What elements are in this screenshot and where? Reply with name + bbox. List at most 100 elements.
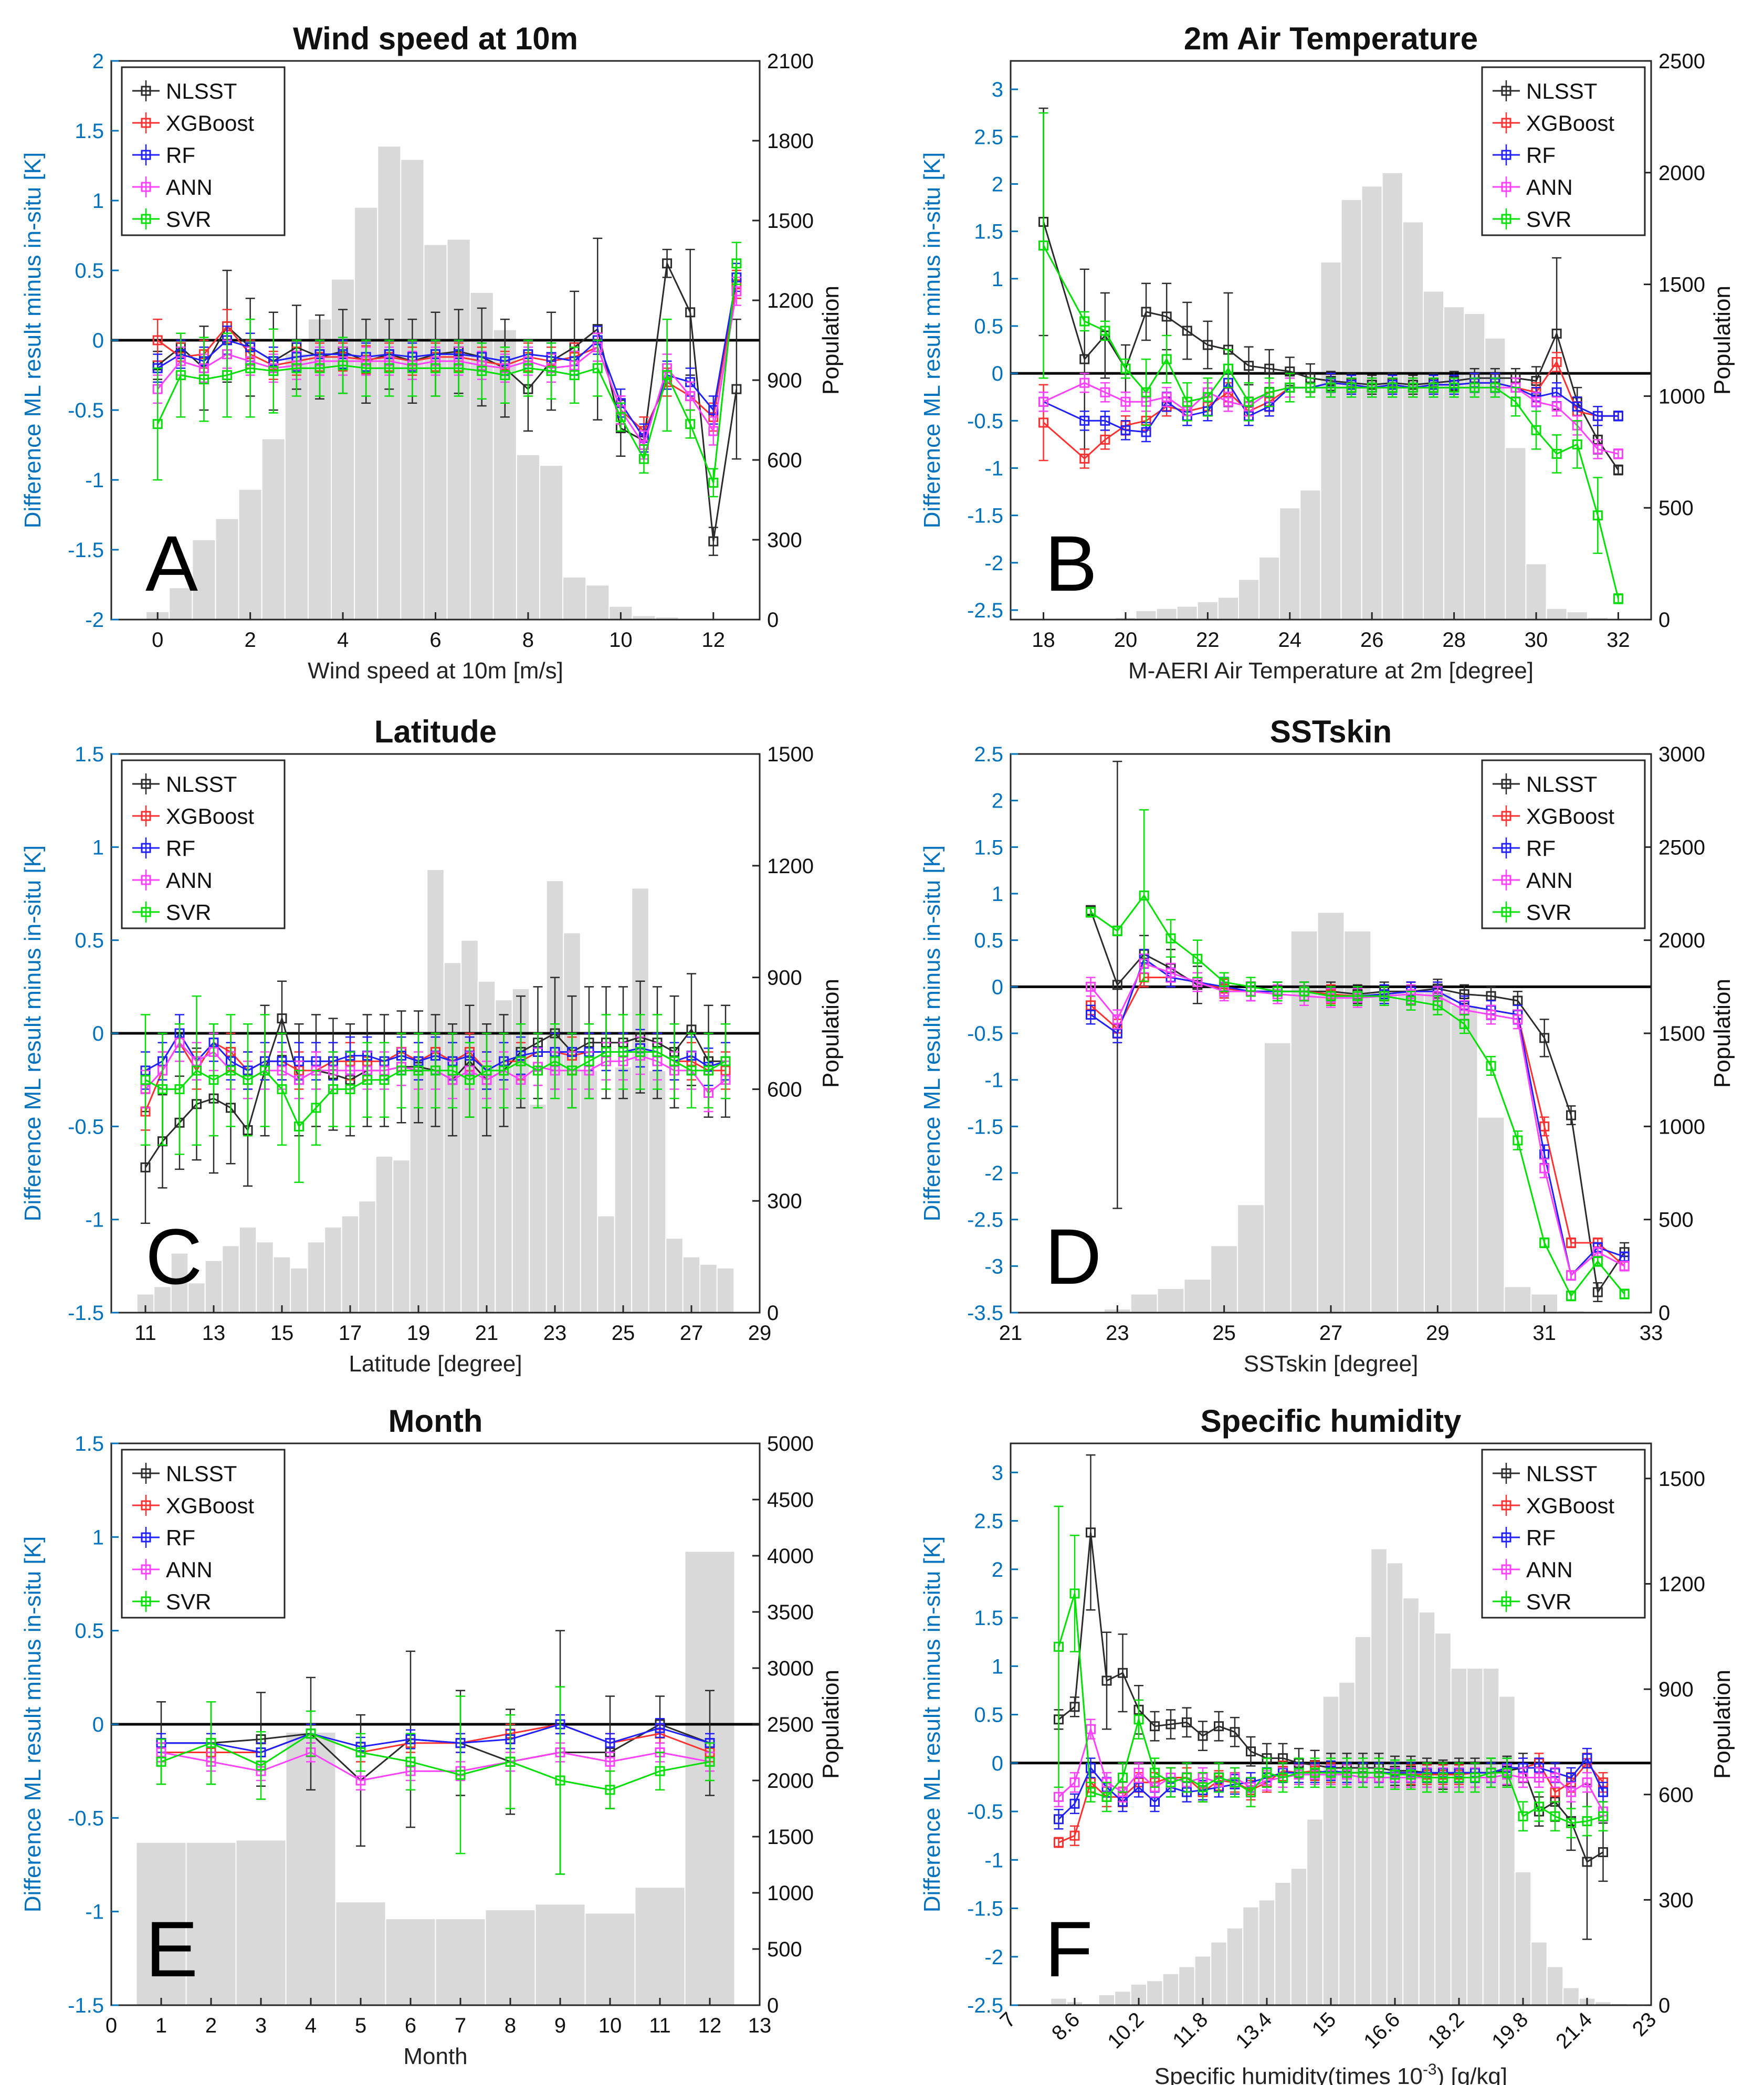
population-bar <box>222 1245 240 1313</box>
data-point <box>222 370 233 380</box>
legend-label: NLSST <box>1526 79 1597 103</box>
y2-axis-label: Population <box>818 286 844 395</box>
legend: NLSST XGBoost RF ANN SVR <box>1481 66 1646 236</box>
population-bar <box>1237 1204 1265 1313</box>
data-point <box>1613 593 1623 604</box>
error-bar <box>731 318 741 460</box>
data-point <box>1326 382 1336 393</box>
error-bar <box>639 444 649 474</box>
x-axis-label: Latitude [degree] <box>349 1351 522 1377</box>
y-tick-label: 1.5 <box>75 120 104 143</box>
data-point <box>1502 1767 1512 1778</box>
error-bar <box>1593 439 1603 459</box>
x-tick-label: 32 <box>1606 628 1630 652</box>
y-tick-label: 3 <box>992 1461 1003 1484</box>
legend-marker <box>1501 811 1511 821</box>
error-bar <box>655 1718 665 1738</box>
error-bar <box>260 1014 270 1127</box>
population-bar <box>529 1103 547 1313</box>
error-bar <box>1429 377 1438 398</box>
data-point <box>1367 382 1377 393</box>
data-point <box>1038 396 1049 407</box>
legend-marker <box>1501 1596 1511 1607</box>
data-point <box>1406 996 1416 1006</box>
error-bar <box>1582 1806 1592 1837</box>
data-point <box>1566 1787 1576 1797</box>
legend-entry-xgboost: XGBoost <box>132 804 254 829</box>
legend-entry-nlsst: NLSST <box>1493 772 1597 797</box>
data-point <box>533 1065 543 1076</box>
population-bar <box>153 1286 172 1313</box>
error-bar <box>407 339 417 397</box>
data-point <box>1069 1702 1080 1712</box>
x-tick-label: 3 <box>255 2014 267 2037</box>
data-point <box>1429 382 1439 393</box>
error-bar <box>1182 1762 1192 1793</box>
data-point <box>1566 1818 1576 1828</box>
y-tick-label: 2.5 <box>974 743 1003 766</box>
legend-label: NLSST <box>166 772 237 797</box>
data-point <box>1613 411 1623 421</box>
y2-tick-label: 1000 <box>1658 385 1705 408</box>
legend-label: XGBoost <box>1526 111 1614 135</box>
data-point <box>1118 1772 1128 1783</box>
data-point <box>1086 981 1096 992</box>
error-bar <box>1079 311 1089 332</box>
population-bar <box>358 1200 376 1313</box>
x-tick-label: 25 <box>1212 1322 1236 1345</box>
error-bar <box>199 337 209 422</box>
population-bar <box>585 584 610 620</box>
x-tick-label: 17 <box>339 1322 362 1345</box>
error-bar <box>314 339 324 397</box>
legend: NLSST XGBoost RF ANN SVR <box>121 66 286 236</box>
error-bar <box>1086 977 1096 997</box>
x-tick-label: 29 <box>1426 1322 1450 1345</box>
error-bar <box>704 1032 713 1109</box>
error-bar <box>1406 990 1416 1011</box>
x-tick-label: 15 <box>1308 2008 1341 2041</box>
error-bar <box>616 402 626 432</box>
population-bar <box>516 454 540 620</box>
error-bar <box>1120 391 1130 412</box>
error-bar <box>1598 1822 1608 1882</box>
error-bar <box>1192 939 1202 978</box>
data-point <box>156 1756 166 1767</box>
legend-marker <box>141 843 151 853</box>
y2-tick-label: 0 <box>767 1994 779 2017</box>
error-bar <box>1539 1158 1549 1179</box>
data-point <box>546 366 556 376</box>
population-bar <box>1514 1871 1532 2005</box>
legend-marker <box>141 1596 151 1607</box>
error-bar <box>396 1032 406 1109</box>
chart-title: Latitude <box>374 714 497 749</box>
data-point <box>405 1756 416 1767</box>
y-tick-label: -1.5 <box>68 1302 104 1325</box>
population-bar <box>665 1238 684 1313</box>
data-point <box>1582 1857 1592 1867</box>
error-bar <box>1214 1762 1224 1793</box>
data-point <box>152 335 163 345</box>
legend-marker <box>1501 118 1511 128</box>
population-bar <box>682 1256 701 1313</box>
error-bar <box>1038 391 1048 412</box>
data-point <box>1518 1772 1528 1783</box>
error-bar <box>414 1032 423 1109</box>
y-tick-label: -1.5 <box>967 1898 1003 1921</box>
error-bar <box>1486 1056 1496 1076</box>
error-bar <box>1518 1801 1528 1832</box>
x-tick-label: 5 <box>355 2014 366 2037</box>
error-bar <box>1079 448 1089 469</box>
legend-entry-xgboost: XGBoost <box>1493 1493 1614 1518</box>
data-point <box>1100 387 1110 397</box>
panel-D: D -3.5 -3 -2.5 -2 -1.5 -1 -0.5 0 0.5 1 1.5 2 2.5 0 500 1… <box>919 714 1735 1377</box>
error-bar <box>1390 1759 1400 1790</box>
data-point <box>1352 991 1363 1001</box>
data-point <box>505 1756 516 1767</box>
legend-label: SVR <box>1526 900 1571 925</box>
data-point <box>1246 981 1256 992</box>
data-point <box>260 1065 270 1076</box>
error-bar <box>499 1032 509 1109</box>
x-axis-label: Specific humidity(times 10-3) [g/kg] <box>1154 2061 1507 2085</box>
data-point <box>686 1065 697 1076</box>
x-tick-label: 26 <box>1360 628 1384 652</box>
